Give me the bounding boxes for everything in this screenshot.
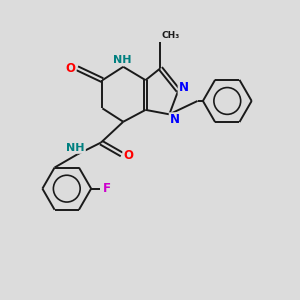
Text: NH: NH <box>112 55 131 65</box>
Text: N: N <box>178 81 189 94</box>
Text: NH: NH <box>66 143 85 153</box>
Text: F: F <box>103 182 111 195</box>
Text: N: N <box>170 113 180 126</box>
Text: O: O <box>123 149 133 162</box>
Text: O: O <box>66 62 76 75</box>
Text: CH₃: CH₃ <box>162 31 180 40</box>
